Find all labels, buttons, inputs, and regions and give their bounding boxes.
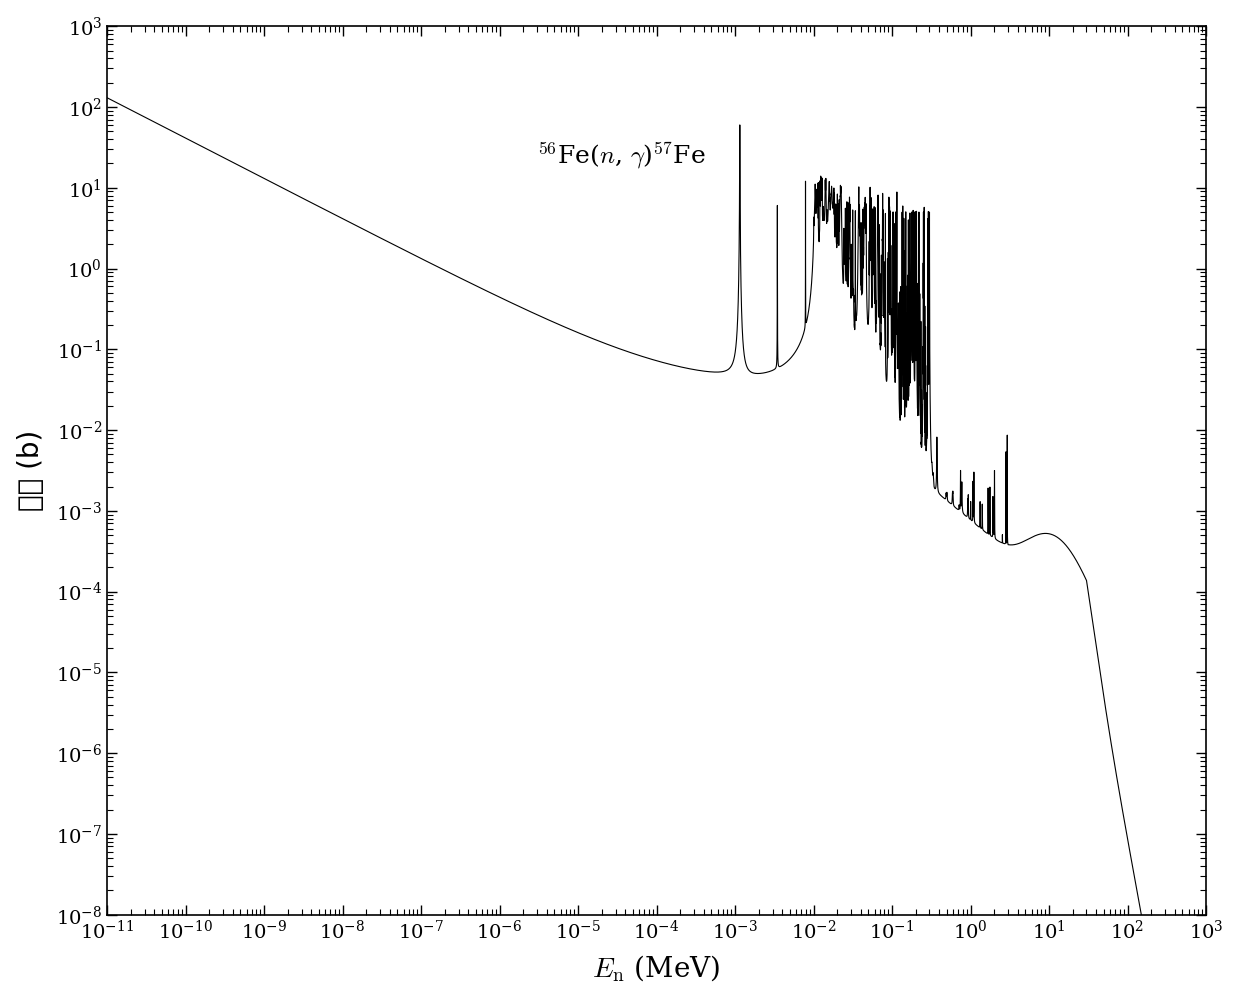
Y-axis label: 截面 (b): 截面 (b) [16, 429, 45, 512]
Text: $^{56}$Fe($n$, $\gamma$)$^{57}$Fe: $^{56}$Fe($n$, $\gamma$)$^{57}$Fe [537, 140, 706, 171]
X-axis label: $E_{\mathrm{n}}$ (MeV): $E_{\mathrm{n}}$ (MeV) [593, 954, 720, 984]
